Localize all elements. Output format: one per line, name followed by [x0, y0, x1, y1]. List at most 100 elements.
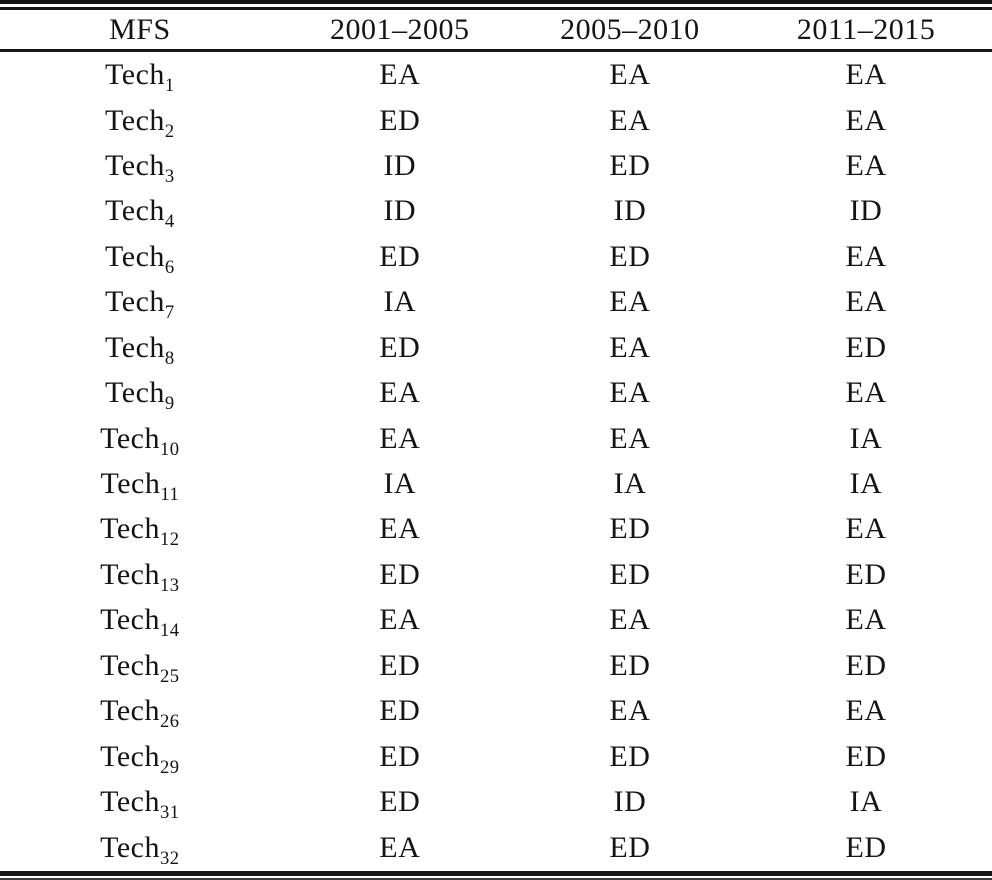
mfs-label: Tech29	[0, 734, 280, 779]
period-2011-2015-value: EA	[845, 149, 887, 183]
table-row: Tech8 ED EA ED	[0, 325, 992, 370]
mfs-label: Tech1	[0, 51, 280, 98]
period-2005-2010-value: EA	[609, 603, 651, 637]
period-2001-2005-value: EA	[379, 830, 421, 864]
table-row: Tech26 ED EA EA	[0, 688, 992, 733]
period-2005-2010-value: ED	[609, 830, 651, 864]
period-2001-2005-value: EA	[379, 512, 421, 546]
mfs-label-subscript: 9	[164, 393, 175, 415]
period-2001-2005-value: ED	[379, 239, 421, 273]
period-2001-2005-value: ED	[379, 103, 421, 137]
table-row: Tech1 EA EA EA	[0, 51, 992, 98]
table-row: Tech32 EA ED ED	[0, 825, 992, 874]
period-2005-2010-value: ED	[609, 512, 651, 546]
mfs-label: Tech13	[0, 552, 280, 597]
period-2001-2005-value: ED	[379, 557, 421, 591]
period-2001-2005-value: EA	[379, 421, 421, 455]
table-row: Tech3 ID ED EA	[0, 143, 992, 188]
mfs-label-subscript: 6	[164, 256, 175, 278]
mfs-label-base: Tech	[100, 467, 161, 500]
period-2001-2005-value: ED	[379, 739, 421, 773]
mfs-label: Tech9	[0, 370, 280, 415]
period-2011-2015-value: IA	[849, 421, 883, 455]
period-2005-2010-value: EA	[609, 330, 651, 364]
period-2005-2010-value: EA	[609, 694, 651, 728]
mfs-label-base: Tech	[100, 739, 160, 773]
mfs-table: MFS 2001–2005 2005–2010 2011–2015 Tech1 E…	[0, 7, 992, 876]
period-2011-2015-value: IA	[849, 784, 883, 818]
period-2011-2015-value: ED	[845, 330, 887, 364]
mfs-label-subscript: 26	[160, 711, 180, 733]
period-2005-2010-value: EA	[609, 103, 651, 137]
table-row: Tech2 ED EA EA	[0, 98, 992, 143]
period-2005-2010-value: ED	[609, 739, 651, 773]
mfs-label-subscript: 10	[160, 438, 180, 460]
period-2011-2015-value: EA	[845, 376, 887, 410]
mfs-label-subscript: 7	[164, 302, 175, 324]
col-header-2005-2010: 2005–2010	[519, 8, 741, 52]
period-2001-2005-value: ED	[379, 648, 421, 682]
period-2011-2015-value: ID	[849, 194, 883, 228]
mfs-label-base: Tech	[100, 603, 160, 637]
mfs-label: Tech2	[0, 98, 280, 143]
period-2005-2010-value: ED	[609, 648, 651, 682]
col-header-mfs: MFS	[0, 8, 280, 52]
mfs-label-base: Tech	[105, 103, 165, 137]
mfs-label: Tech10	[0, 416, 280, 461]
period-2005-2010-value: EA	[609, 285, 651, 319]
period-2001-2005-value: IA	[383, 467, 417, 500]
mfs-label-base: Tech	[100, 784, 160, 818]
col-header-2011-2015: 2011–2015	[740, 8, 992, 52]
table-row: Tech4 ID ID ID	[0, 189, 992, 234]
period-2001-2005-value: EA	[379, 603, 421, 637]
mfs-label: Tech26	[0, 688, 280, 733]
period-2011-2015-value: EA	[845, 239, 887, 273]
mfs-label-subscript: 8	[164, 347, 175, 369]
mfs-label-subscript: 32	[160, 847, 180, 869]
table-row: Tech25 ED ED ED	[0, 643, 992, 688]
table-row: Tech7 IA EA EA	[0, 280, 992, 325]
table-row: Tech14 EA EA EA	[0, 598, 992, 643]
mfs-label-base: Tech	[105, 57, 165, 91]
period-2001-2005-value: ID	[383, 149, 417, 183]
mfs-label: Tech12	[0, 507, 280, 552]
period-2011-2015-value: EA	[845, 603, 887, 637]
period-2011-2015-value: EA	[845, 103, 887, 137]
mfs-label-subscript: 4	[164, 211, 175, 233]
mfs-label-base: Tech	[105, 330, 165, 364]
period-2011-2015-value: IA	[849, 467, 883, 500]
mfs-label: Tech4	[0, 189, 280, 234]
mfs-label-subscript: 11	[160, 484, 180, 505]
table-row: Tech29 ED ED ED	[0, 734, 992, 779]
mfs-label-base: Tech	[100, 557, 160, 591]
period-2001-2005-value: ED	[379, 330, 421, 364]
mfs-label-subscript: 3	[164, 166, 175, 188]
col-header-2001-2005: 2001–2005	[279, 8, 520, 52]
table-row: Tech11 IA IA IA	[0, 461, 992, 506]
table-row: Tech6 ED ED EA	[0, 234, 992, 279]
mfs-label-subscript: 29	[160, 756, 180, 778]
period-2005-2010-value: ED	[609, 149, 651, 183]
mfs-label-base: Tech	[105, 376, 165, 410]
mfs-label-base: Tech	[105, 285, 165, 319]
period-2005-2010-value: ID	[613, 194, 647, 228]
period-2005-2010-value: EA	[609, 376, 651, 410]
table-row: Tech9 EA EA EA	[0, 370, 992, 415]
mfs-label-subscript: 25	[160, 665, 180, 687]
mfs-label-base: Tech	[105, 239, 165, 273]
mfs-label-subscript: 2	[164, 120, 175, 142]
period-2005-2010-value: IA	[613, 467, 647, 500]
period-2011-2015-value: EA	[845, 57, 887, 91]
mfs-label: Tech31	[0, 779, 280, 824]
header-row: MFS 2001–2005 2005–2010 2011–2015	[0, 8, 992, 52]
mfs-label-subscript: 13	[160, 574, 180, 596]
mfs-label-base: Tech	[100, 648, 160, 682]
period-2001-2005-value: ID	[383, 194, 417, 228]
mfs-label: Tech25	[0, 643, 280, 688]
period-2001-2005-value: ED	[379, 784, 421, 818]
mfs-label-subscript: 14	[160, 620, 180, 642]
table-row: Tech12 EA ED EA	[0, 507, 992, 552]
mfs-label-base: Tech	[105, 194, 165, 228]
